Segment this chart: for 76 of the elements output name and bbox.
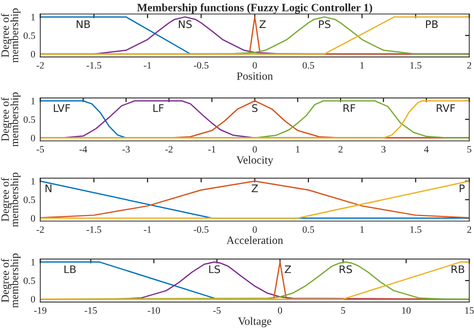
x-tick-label: -5 bbox=[213, 307, 221, 314]
y-tick-label: 1 bbox=[31, 178, 35, 184]
x-tick-label: -0.5 bbox=[194, 62, 208, 69]
series-label: Z bbox=[260, 20, 266, 28]
y-tick-label: 0 bbox=[30, 296, 36, 303]
y-axis-title: Degree of membership bbox=[0, 92, 20, 147]
x-axis-title: Acceleration bbox=[226, 236, 283, 244]
x-tick-label: -2 bbox=[36, 62, 44, 69]
x-tick-label: 2 bbox=[338, 146, 342, 152]
x-tick-label: 5 bbox=[341, 307, 346, 314]
x-axis-title: Velocity bbox=[236, 156, 274, 166]
y-tick-label: 1 bbox=[31, 258, 35, 266]
x-tick-label: 0 bbox=[252, 62, 257, 69]
x-tick-label: -2 bbox=[165, 146, 172, 152]
x-tick-label: 0 bbox=[278, 307, 282, 314]
series-label: PS bbox=[319, 20, 330, 28]
y-tick-label: 0 bbox=[30, 215, 36, 222]
series-label: RF bbox=[344, 104, 356, 112]
x-tick-label: -0.5 bbox=[194, 226, 208, 233]
x-axis-title: Voltage bbox=[238, 317, 272, 328]
series-label: NB bbox=[76, 20, 90, 28]
x-tick-label: 0.5 bbox=[302, 62, 314, 69]
x-tick-label: -5 bbox=[36, 146, 44, 153]
series-label: Z bbox=[252, 184, 258, 192]
x-tick-label: -1.5 bbox=[86, 226, 102, 233]
series-label: LVF bbox=[54, 104, 70, 112]
x-tick-label: 15 bbox=[465, 307, 474, 314]
series-label: Z bbox=[284, 265, 291, 274]
series-label: RVF bbox=[436, 104, 455, 112]
y-axis-title: Degree of membership bbox=[0, 254, 20, 308]
x-tick-label: -2 bbox=[36, 226, 44, 233]
x-tick-label: 0 bbox=[252, 226, 257, 233]
x-tick-label: -1 bbox=[144, 226, 151, 233]
chart-title: Membership functions (Fuzzy Logic Controller 1) bbox=[137, 3, 372, 14]
x-tick-label: -19 bbox=[34, 307, 46, 314]
x-tick-label: 5 bbox=[467, 146, 472, 153]
y-tick-label: 0 bbox=[30, 134, 36, 142]
series-label: LS bbox=[209, 265, 220, 274]
x-tick-label: 1 bbox=[360, 62, 364, 69]
x-tick-label: 1.5 bbox=[410, 226, 422, 233]
x-tick-label: -15 bbox=[84, 307, 97, 314]
y-axis-title: Degree of membership bbox=[0, 8, 20, 63]
y-tick-label: 0.5 bbox=[24, 116, 36, 123]
x-tick-label: -4 bbox=[80, 146, 88, 152]
y-tick-label: 1 bbox=[31, 98, 35, 104]
x-axis-title: Position bbox=[236, 72, 273, 80]
x-tick-label: 0 bbox=[252, 146, 257, 153]
x-tick-label: -1.5 bbox=[86, 62, 102, 69]
y-tick-label: 0.5 bbox=[24, 32, 36, 39]
x-tick-label: 1.5 bbox=[410, 62, 422, 69]
series-label: LF bbox=[153, 104, 164, 112]
x-tick-label: 10 bbox=[402, 307, 411, 314]
x-tick-label: -1 bbox=[208, 146, 216, 152]
x-tick-label: -3 bbox=[122, 146, 130, 153]
series-label: RS bbox=[340, 265, 352, 274]
y-tick-label: 0 bbox=[30, 50, 36, 58]
x-tick-label: 1 bbox=[296, 146, 300, 152]
x-tick-label: -1 bbox=[144, 62, 151, 69]
x-tick-label: 3 bbox=[382, 146, 386, 153]
series-label: RB bbox=[452, 265, 464, 274]
series-label: N bbox=[46, 184, 52, 192]
y-tick-label: 0.5 bbox=[24, 196, 36, 204]
x-tick-label: 4 bbox=[424, 146, 429, 152]
series-label: NS bbox=[178, 20, 192, 28]
series-label: P bbox=[460, 184, 465, 192]
x-tick-label: 2 bbox=[467, 226, 472, 233]
y-axis-title: Degree of membership bbox=[0, 172, 20, 227]
x-tick-label: 0.5 bbox=[302, 226, 314, 233]
y-tick-label: 1 bbox=[31, 14, 35, 20]
series-label: LB bbox=[64, 265, 76, 274]
series-label: PB bbox=[426, 20, 438, 28]
series-label: S bbox=[252, 104, 258, 112]
x-tick-label: 1 bbox=[360, 226, 364, 233]
x-tick-label: -10 bbox=[148, 307, 160, 314]
y-tick-label: 0.5 bbox=[24, 277, 36, 284]
x-tick-label: 2 bbox=[467, 62, 472, 69]
